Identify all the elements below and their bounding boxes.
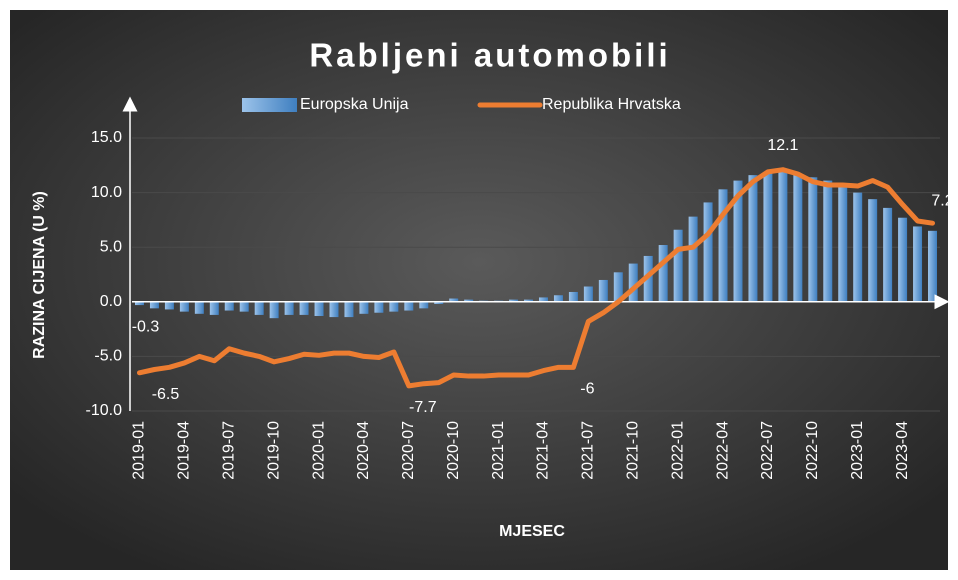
bar [748, 175, 758, 302]
bar [449, 298, 459, 302]
bar [658, 245, 668, 302]
bar [868, 199, 878, 302]
x-tick-label: 2022-04 [714, 421, 731, 480]
bar [209, 301, 219, 315]
bar [434, 301, 444, 304]
data-label: -6.5 [152, 386, 180, 403]
legend-swatch-bar [242, 98, 297, 112]
bar [524, 299, 534, 302]
bar [538, 297, 548, 302]
bar [419, 301, 429, 309]
chart-background [10, 10, 948, 570]
x-tick-label: 2021-07 [580, 421, 597, 480]
bar [613, 272, 623, 302]
legend-label: Republika Hrvatska [542, 96, 681, 113]
y-tick-label: -10.0 [86, 402, 123, 419]
bar [793, 174, 803, 302]
bar [149, 301, 159, 309]
y-axis-title: RAZINA CIJENA (U %) [31, 191, 48, 359]
x-tick-label: 2023-01 [849, 421, 866, 480]
data-label: -7.7 [409, 399, 437, 416]
bar [179, 301, 189, 312]
data-label: 7.2 [931, 192, 953, 209]
bar [314, 301, 324, 316]
x-tick-label: 2019-04 [176, 421, 193, 480]
x-tick-label: 2022-10 [804, 421, 821, 480]
x-tick-label: 2020-07 [400, 421, 417, 480]
bar [509, 299, 519, 302]
data-label: -6 [580, 381, 594, 398]
bar [913, 226, 923, 302]
bar [703, 202, 713, 302]
bar [568, 291, 578, 302]
bar [628, 263, 638, 302]
x-tick-label: 2021-01 [490, 421, 507, 480]
bar [224, 301, 234, 311]
x-tick-label: 2019-10 [265, 421, 282, 480]
bar [389, 301, 399, 312]
y-tick-label: 5.0 [100, 238, 122, 255]
x-tick-label: 2020-04 [355, 421, 372, 480]
x-axis-title: MJESEC [499, 523, 565, 540]
chart-title: Rabljeni automobili [309, 37, 670, 74]
bar [583, 286, 593, 302]
x-tick-label: 2019-07 [220, 421, 237, 480]
bar [464, 299, 474, 302]
x-tick-label: 2022-01 [669, 421, 686, 480]
line [136, 167, 936, 389]
bar [883, 207, 893, 302]
bar [823, 180, 833, 302]
bar [254, 301, 264, 315]
bar [853, 192, 863, 302]
bar [718, 189, 728, 302]
x-tick-label: 2020-10 [445, 421, 462, 480]
bar [359, 301, 369, 314]
x-tick-label: 2019-01 [131, 421, 148, 480]
bar [838, 186, 848, 302]
bar [673, 229, 683, 302]
bar [239, 301, 249, 312]
x-tick-label: 2023-04 [894, 421, 911, 480]
y-tick-label: -5.0 [94, 348, 122, 365]
x-tick-label: 2021-04 [535, 421, 552, 480]
data-label: 12.1 [767, 137, 798, 154]
bar [404, 301, 414, 311]
bar [688, 216, 698, 302]
x-tick-label: 2021-10 [624, 421, 641, 480]
bar [269, 301, 279, 319]
y-tick-label: 10.0 [91, 184, 122, 201]
bar [284, 301, 294, 315]
x-tick-label: 2022-07 [759, 421, 776, 480]
y-tick-label: 0.0 [100, 293, 122, 310]
bar [928, 230, 938, 302]
bar [898, 217, 908, 302]
bar [164, 301, 174, 310]
bar [299, 301, 309, 315]
bar [733, 180, 743, 302]
bar [553, 295, 563, 302]
bar [329, 301, 339, 318]
data-label: -0.3 [132, 318, 160, 335]
bar [598, 279, 608, 302]
legend-label: Europska Unija [300, 96, 409, 113]
x-tick-label: 2020-01 [310, 421, 327, 480]
y-tick-label: 15.0 [91, 129, 122, 146]
bar [344, 301, 354, 318]
bar [134, 301, 144, 306]
bar [808, 177, 818, 302]
bar [194, 301, 204, 314]
bar [778, 170, 788, 302]
bar [374, 301, 384, 313]
bar [763, 172, 773, 302]
